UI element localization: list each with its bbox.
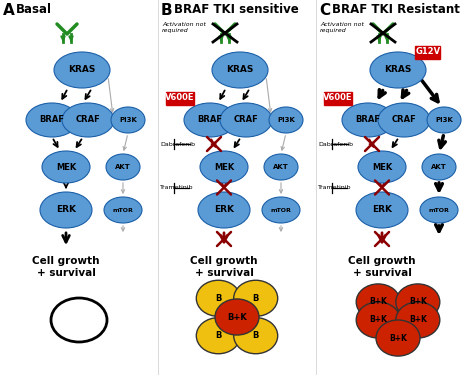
Text: Cell growth
+ survival: Cell growth + survival	[348, 256, 416, 278]
Ellipse shape	[234, 280, 278, 316]
Text: mTOR: mTOR	[428, 207, 449, 213]
Ellipse shape	[215, 299, 259, 335]
Text: Activation not
required: Activation not required	[162, 22, 206, 33]
Text: B+K: B+K	[409, 315, 427, 324]
Text: Dabrafenib: Dabrafenib	[160, 141, 195, 147]
Text: Cell growth
+ survival: Cell growth + survival	[190, 256, 258, 278]
Text: AKT: AKT	[273, 164, 289, 170]
Text: mTOR: mTOR	[112, 207, 134, 213]
Ellipse shape	[269, 107, 303, 133]
Text: Basal: Basal	[16, 3, 52, 16]
Ellipse shape	[262, 197, 300, 223]
Ellipse shape	[356, 192, 408, 228]
Text: BRAF TKI sensitive: BRAF TKI sensitive	[174, 3, 299, 16]
Ellipse shape	[427, 107, 461, 133]
Ellipse shape	[420, 197, 458, 223]
Text: PI3K: PI3K	[119, 117, 137, 123]
Text: G12V: G12V	[415, 48, 440, 57]
Text: B: B	[161, 3, 173, 18]
Text: KRAS: KRAS	[68, 66, 96, 75]
Text: V600E: V600E	[323, 93, 353, 102]
Text: V600E: V600E	[165, 93, 195, 102]
Ellipse shape	[26, 103, 78, 137]
Text: ERK: ERK	[214, 206, 234, 214]
Ellipse shape	[62, 103, 114, 137]
Ellipse shape	[54, 52, 110, 88]
Ellipse shape	[370, 52, 426, 88]
Text: PI3K: PI3K	[435, 117, 453, 123]
Text: B: B	[253, 331, 259, 340]
Ellipse shape	[196, 318, 240, 354]
Text: mTOR: mTOR	[271, 207, 292, 213]
Text: B+K: B+K	[369, 297, 387, 306]
Text: CRAF: CRAF	[392, 116, 416, 124]
Text: MEK: MEK	[56, 162, 76, 171]
Ellipse shape	[422, 154, 456, 180]
Text: Dabrafenib: Dabrafenib	[318, 141, 353, 147]
Ellipse shape	[234, 318, 278, 354]
Ellipse shape	[264, 154, 298, 180]
Ellipse shape	[356, 302, 400, 338]
Bar	[416, 45, 440, 58]
Ellipse shape	[184, 103, 236, 137]
Bar	[324, 92, 352, 105]
Text: Activation not
required: Activation not required	[320, 22, 364, 33]
Text: B+K: B+K	[389, 333, 407, 342]
Ellipse shape	[358, 151, 406, 183]
Ellipse shape	[212, 52, 268, 88]
Text: B+K: B+K	[227, 312, 247, 321]
Ellipse shape	[51, 298, 107, 342]
Text: KRAS: KRAS	[384, 66, 412, 75]
Text: BRAF: BRAF	[198, 116, 222, 124]
Ellipse shape	[342, 103, 394, 137]
Ellipse shape	[42, 151, 90, 183]
Ellipse shape	[378, 103, 430, 137]
Text: ERK: ERK	[372, 206, 392, 214]
Text: BRAF TKI Resistant: BRAF TKI Resistant	[332, 3, 460, 16]
Text: AKT: AKT	[431, 164, 447, 170]
Text: BRAF: BRAF	[356, 116, 381, 124]
Text: B+K: B+K	[369, 315, 387, 324]
Text: B: B	[215, 331, 221, 340]
Text: CRAF: CRAF	[234, 116, 258, 124]
Text: BRAF: BRAF	[39, 116, 64, 124]
Ellipse shape	[200, 151, 248, 183]
Text: B: B	[215, 294, 221, 303]
Text: CRAF: CRAF	[76, 116, 100, 124]
Ellipse shape	[376, 320, 420, 356]
Ellipse shape	[356, 284, 400, 320]
Ellipse shape	[198, 192, 250, 228]
Text: ERK: ERK	[56, 206, 76, 214]
Text: MEK: MEK	[214, 162, 234, 171]
Text: Trametinib: Trametinib	[318, 185, 352, 190]
Text: C: C	[319, 3, 330, 18]
Bar	[166, 92, 194, 105]
Text: A: A	[3, 3, 15, 18]
Text: KRAS: KRAS	[226, 66, 254, 75]
Text: AKT: AKT	[115, 164, 131, 170]
Text: PI3K: PI3K	[277, 117, 295, 123]
Text: B+K: B+K	[409, 297, 427, 306]
Ellipse shape	[111, 107, 145, 133]
Text: B: B	[253, 294, 259, 303]
Ellipse shape	[106, 154, 140, 180]
Ellipse shape	[196, 280, 240, 316]
Ellipse shape	[396, 302, 440, 338]
Ellipse shape	[220, 103, 272, 137]
Ellipse shape	[104, 197, 142, 223]
Text: Cell growth
+ survival: Cell growth + survival	[32, 256, 100, 278]
Ellipse shape	[396, 284, 440, 320]
Text: Trametinib: Trametinib	[160, 185, 193, 190]
Text: MEK: MEK	[372, 162, 392, 171]
Ellipse shape	[40, 192, 92, 228]
